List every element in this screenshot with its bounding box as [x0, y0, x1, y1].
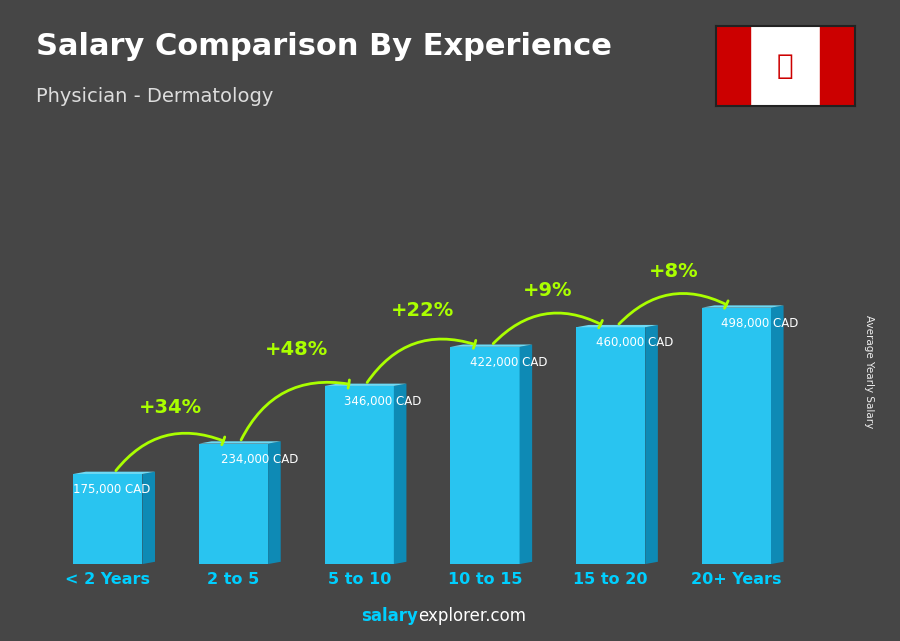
- Bar: [73, 474, 142, 564]
- Polygon shape: [142, 472, 155, 564]
- Text: +48%: +48%: [265, 340, 328, 359]
- Polygon shape: [771, 305, 784, 564]
- Bar: [702, 308, 771, 564]
- Bar: [576, 328, 645, 564]
- Bar: [716, 26, 751, 106]
- Polygon shape: [268, 441, 281, 564]
- Polygon shape: [702, 305, 784, 308]
- Polygon shape: [519, 344, 532, 564]
- Text: +34%: +34%: [140, 398, 202, 417]
- Text: 175,000 CAD: 175,000 CAD: [73, 483, 150, 496]
- Polygon shape: [73, 472, 155, 474]
- Polygon shape: [450, 344, 532, 347]
- Text: salary: salary: [362, 607, 418, 625]
- Bar: [199, 444, 268, 564]
- Text: Salary Comparison By Experience: Salary Comparison By Experience: [36, 32, 612, 61]
- Text: 🍁: 🍁: [777, 52, 794, 79]
- Text: 460,000 CAD: 460,000 CAD: [596, 337, 673, 349]
- Text: +9%: +9%: [523, 281, 572, 301]
- Text: +8%: +8%: [649, 262, 698, 281]
- Text: explorer.com: explorer.com: [418, 607, 526, 625]
- Text: Physician - Dermatology: Physician - Dermatology: [36, 87, 274, 106]
- Text: Average Yearly Salary: Average Yearly Salary: [863, 315, 874, 428]
- Text: 234,000 CAD: 234,000 CAD: [221, 453, 299, 465]
- Polygon shape: [576, 325, 658, 328]
- Bar: [325, 386, 394, 564]
- Text: 346,000 CAD: 346,000 CAD: [344, 395, 421, 408]
- Polygon shape: [199, 441, 281, 444]
- Text: +22%: +22%: [391, 301, 454, 320]
- Bar: [820, 26, 855, 106]
- Bar: [450, 347, 519, 564]
- Polygon shape: [645, 325, 658, 564]
- Polygon shape: [394, 383, 407, 564]
- Text: 422,000 CAD: 422,000 CAD: [470, 356, 547, 369]
- Text: 498,000 CAD: 498,000 CAD: [721, 317, 798, 329]
- Polygon shape: [325, 383, 407, 386]
